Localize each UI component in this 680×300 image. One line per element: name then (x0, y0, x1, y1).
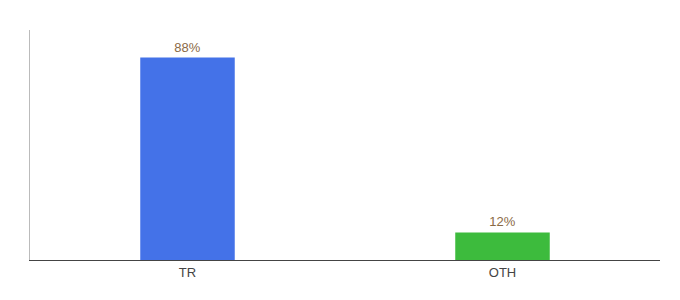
svg-text:88%: 88% (174, 40, 200, 55)
svg-text:OTH: OTH (489, 265, 516, 280)
svg-text:TR: TR (179, 265, 196, 280)
svg-text:12%: 12% (489, 214, 515, 229)
